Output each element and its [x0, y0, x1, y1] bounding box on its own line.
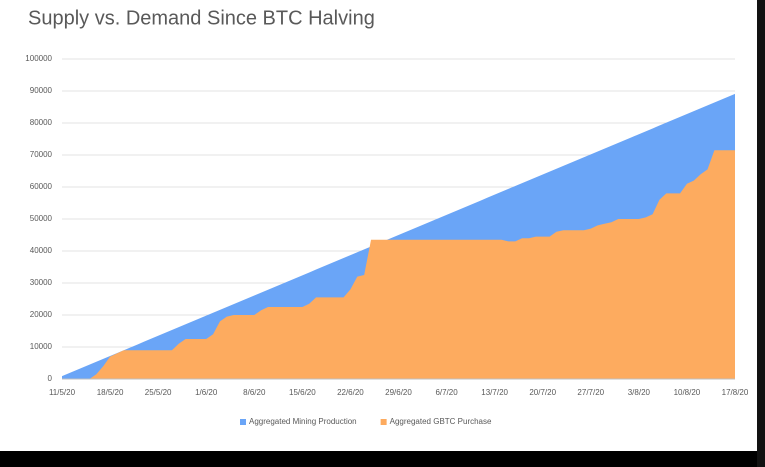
- x-tick-label: 13/7/20: [481, 388, 508, 397]
- x-tick-label: 8/6/20: [243, 388, 266, 397]
- legend: Aggregated Mining Production Aggregated G…: [240, 417, 492, 426]
- x-tick-label: 6/7/20: [435, 388, 458, 397]
- legend-label: Aggregated GBTC Purchase: [390, 417, 492, 426]
- bottom-bar: [0, 451, 765, 467]
- x-tick-label: 20/7/20: [529, 388, 556, 397]
- area: [62, 150, 735, 379]
- y-tick-label: 50000: [30, 214, 53, 223]
- x-tick-label: 3/8/20: [628, 388, 651, 397]
- y-tick-label: 70000: [30, 150, 53, 159]
- x-tick-label: 29/6/20: [385, 388, 412, 397]
- y-tick-label: 20000: [30, 310, 53, 319]
- y-tick-label: 60000: [30, 182, 53, 191]
- legend-swatch: [240, 419, 246, 425]
- x-tick-label: 22/6/20: [337, 388, 364, 397]
- chart-title: Supply vs. Demand Since BTC Halving: [28, 7, 375, 29]
- x-tick-label: 15/6/20: [289, 388, 316, 397]
- y-tick-label: 80000: [30, 118, 53, 127]
- y-tick-label: 40000: [30, 246, 53, 255]
- x-tick-label: 10/8/20: [674, 388, 701, 397]
- right-edge: [757, 0, 765, 467]
- y-tick-label: 0: [48, 374, 53, 383]
- x-tick-label: 11/5/20: [49, 388, 76, 397]
- x-tick-label: 17/8/20: [722, 388, 749, 397]
- legend-label: Aggregated Mining Production: [249, 417, 357, 426]
- y-tick-label: 90000: [30, 86, 53, 95]
- y-tick-label: 30000: [30, 278, 53, 287]
- x-tick-label: 1/6/20: [195, 388, 218, 397]
- x-tick-label: 25/5/20: [145, 388, 172, 397]
- y-tick-label: 10000: [30, 342, 53, 351]
- x-tick-label: 27/7/20: [577, 388, 604, 397]
- y-tick-label: 100000: [25, 54, 52, 63]
- legend-swatch: [380, 419, 387, 425]
- x-tick-label: 18/5/20: [97, 388, 124, 397]
